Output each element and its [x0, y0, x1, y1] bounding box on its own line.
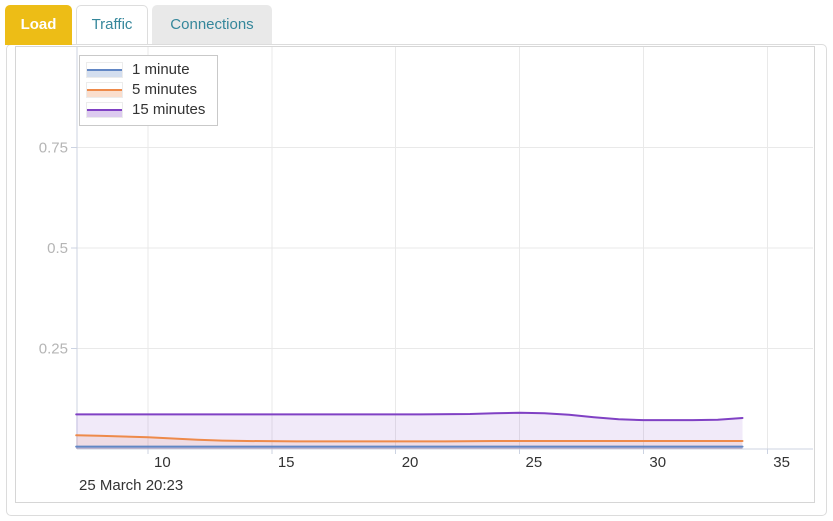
series-area-15-minutes: [76, 412, 743, 449]
legend-swatch-icon: [86, 81, 123, 98]
tab-load[interactable]: Load: [5, 5, 72, 45]
load-chart-svg: 0.25 0.5 0.75 10 15 20 25 30 35: [39, 47, 813, 471]
legend-item-1-minute[interactable]: 1 minute: [86, 61, 205, 78]
tab-connections[interactable]: Connections: [152, 5, 272, 44]
y-tick-label: 0.75: [39, 140, 68, 157]
x-tick-label: 30: [649, 454, 666, 471]
x-tick-label: 10: [154, 454, 171, 471]
legend-swatch-icon: [86, 61, 123, 78]
legend-swatch-icon: [86, 101, 123, 118]
legend-label: 15 minutes: [132, 101, 206, 118]
y-tick-label: 0.25: [39, 341, 68, 358]
legend-label: 1 minute: [132, 61, 190, 78]
x-tick-label: 25: [526, 454, 543, 471]
series-line-5-minutes: [75, 434, 744, 443]
x-tick-label: 35: [773, 454, 790, 471]
legend-label: 5 minutes: [132, 81, 198, 98]
x-axis-date-label: 25 March 20:23: [79, 477, 184, 494]
legend-item-15-minutes[interactable]: 15 minutes: [86, 101, 205, 118]
legend-item-5-minutes[interactable]: 5 minutes: [86, 81, 205, 98]
x-tick-label: 20: [402, 454, 419, 471]
chart-legend: 1 minute 5 minutes 15 minutes: [79, 55, 219, 126]
y-tick-label: 0.5: [47, 240, 68, 257]
tab-traffic[interactable]: Traffic: [76, 5, 148, 44]
x-tick-label: 15: [278, 454, 295, 471]
chart-panel: 0.25 0.5 0.75 10 15 20 25 30 35 1 minute 5 minute…: [6, 44, 827, 516]
load-chart: 0.25 0.5 0.75 10 15 20 25 30 35 1 minute 5 minute…: [15, 46, 815, 503]
series-line-15-minutes: [75, 411, 744, 422]
